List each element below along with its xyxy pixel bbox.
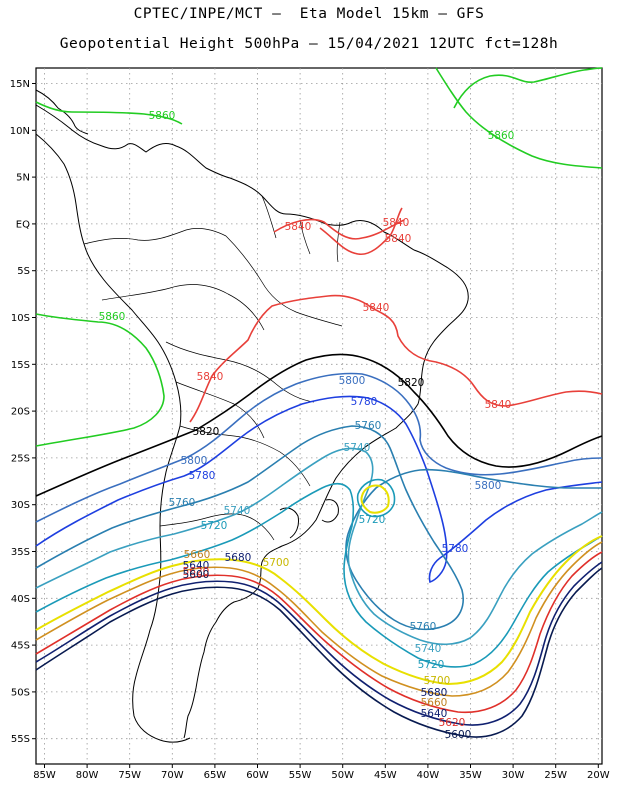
contour-label-5620: 5620 [183,566,210,578]
axis-ticks [32,83,599,768]
contour-label-5840: 5840 [363,302,390,314]
lon-tick-label: 40W [417,770,440,781]
contour-label-5840: 5840 [485,399,512,411]
contour-label-5600: 5600 [183,569,210,581]
contour-label-5700: 5700 [263,557,290,569]
contour-label-5640: 5640 [421,708,448,720]
lat-tick-label: 50S [11,687,30,698]
contour-label-5860: 5860 [149,110,176,122]
contour-label-5680: 5680 [225,552,252,564]
contour-label-5820: 5820 [398,377,425,389]
lat-tick-label: 10N [10,126,30,137]
lon-tick-label: 25W [544,770,567,781]
lat-tick-label: 15S [11,360,30,371]
lat-tick-label: 20S [11,407,30,418]
lat-tick-label: 30S [11,500,30,511]
contour-label-5760: 5760 [410,621,437,633]
contour-5720-low [356,478,396,518]
lat-tick-label: 40S [11,594,30,605]
contour-label-5840: 5840 [383,217,410,229]
lat-tick-label: 10S [11,313,30,324]
lat-tick-label: 5S [17,266,30,277]
contour-5600 [35,567,603,738]
grid-lines [36,68,602,764]
contour-5720 [35,482,603,668]
lon-tick-label: 20W [587,770,610,781]
contour-5700-low [360,484,390,514]
contour-label-5700: 5700 [424,675,451,687]
contour-label-5860: 5860 [99,311,126,323]
contour-label-5720: 5720 [359,514,386,526]
contour-label-5800: 5800 [339,375,366,387]
contour-5820 [35,353,603,497]
contour-5840-2 [273,218,405,240]
contour-label-5780: 5780 [442,543,469,555]
contour-label-5800: 5800 [475,480,502,492]
contour-label-5720: 5720 [201,520,228,532]
lat-tick-label: 55S [11,734,30,745]
contour-label-5740: 5740 [415,643,442,655]
contour-label-5760: 5760 [169,497,196,509]
contour-5860-caribbean [35,101,183,125]
lon-tick-label: 65W [204,770,227,781]
lon-tick-label: 50W [331,770,354,781]
contour-label-5800: 5800 [181,455,208,467]
contour-label-5820: 5820 [193,426,220,438]
contour-5640 [35,561,603,726]
contour-label-5640: 5640 [183,560,210,572]
contour-label-5600: 5600 [445,729,472,741]
contour-5760 [35,425,602,631]
contour-label-5840: 5840 [285,221,312,233]
lat-tick-label: 15N [10,79,30,90]
map-title-line2: Geopotential Height 500hPa – 15/04/2021 … [59,36,559,52]
contour-5740 [35,447,603,646]
lon-tick-label: 30W [502,770,525,781]
contour-label-5780: 5780 [351,396,378,408]
contour-label-5680: 5680 [421,687,448,699]
lon-tick-label: 60W [246,770,269,781]
lon-tick-label: 75W [118,770,141,781]
lon-tick-label: 70W [161,770,184,781]
contour-label-5720: 5720 [418,659,445,671]
lon-tick-label: 35W [459,770,482,781]
contour-5800 [35,372,603,523]
contour-5700 [35,535,603,686]
contour-label-5740: 5740 [344,442,371,454]
lat-tick-label: 25S [11,453,30,464]
contour-label-5760: 5760 [355,420,382,432]
contour-labels: 5860 5860 5860 5840 5840 5840 5840 5840 5840 5820… [99,110,515,741]
latitude-labels: 15N 10N 5N EQ 5S 10S 15S 20S 25S 30S 35S 40S 45S 50S 5… [10,79,30,745]
contour-5840-1 [189,294,603,423]
contour-5680 [35,541,603,697]
lat-tick-label: 5N [16,173,30,184]
contour-label-5620: 5620 [439,717,466,729]
contour-label-5860: 5860 [488,130,515,142]
contour-lines [35,67,603,738]
contour-label-5840: 5840 [385,233,412,245]
contour-5840-3 [319,207,403,256]
plot-frame [35,67,603,765]
lon-tick-label: 85W [33,770,56,781]
lat-tick-label: EQ [16,219,30,230]
contour-5860-west [35,313,165,447]
contour-label-5740: 5740 [224,505,251,517]
contour-label-5840: 5840 [197,371,224,383]
lon-tick-label: 55W [289,770,312,781]
longitude-labels: 85W 80W 75W 70W 65W 60W 55W 50W 45W 40W 35W 30W 25W 2… [33,770,610,781]
map-title-line1: CPTEC/INPE/MCT – Eta Model 15km – GFS [133,6,485,22]
contour-5860-north [453,67,603,109]
contour-5860-north-2 [435,67,603,169]
contour-label-5660: 5660 [421,697,448,709]
lat-tick-label: 35S [11,547,30,558]
lon-tick-label: 80W [76,770,99,781]
lon-tick-label: 45W [374,770,397,781]
lat-tick-label: 45S [11,641,30,652]
contour-5660 [35,551,603,714]
contour-label-5660: 5660 [184,549,211,561]
contour-label-5780: 5780 [189,470,216,482]
contour-5780 [35,395,603,584]
